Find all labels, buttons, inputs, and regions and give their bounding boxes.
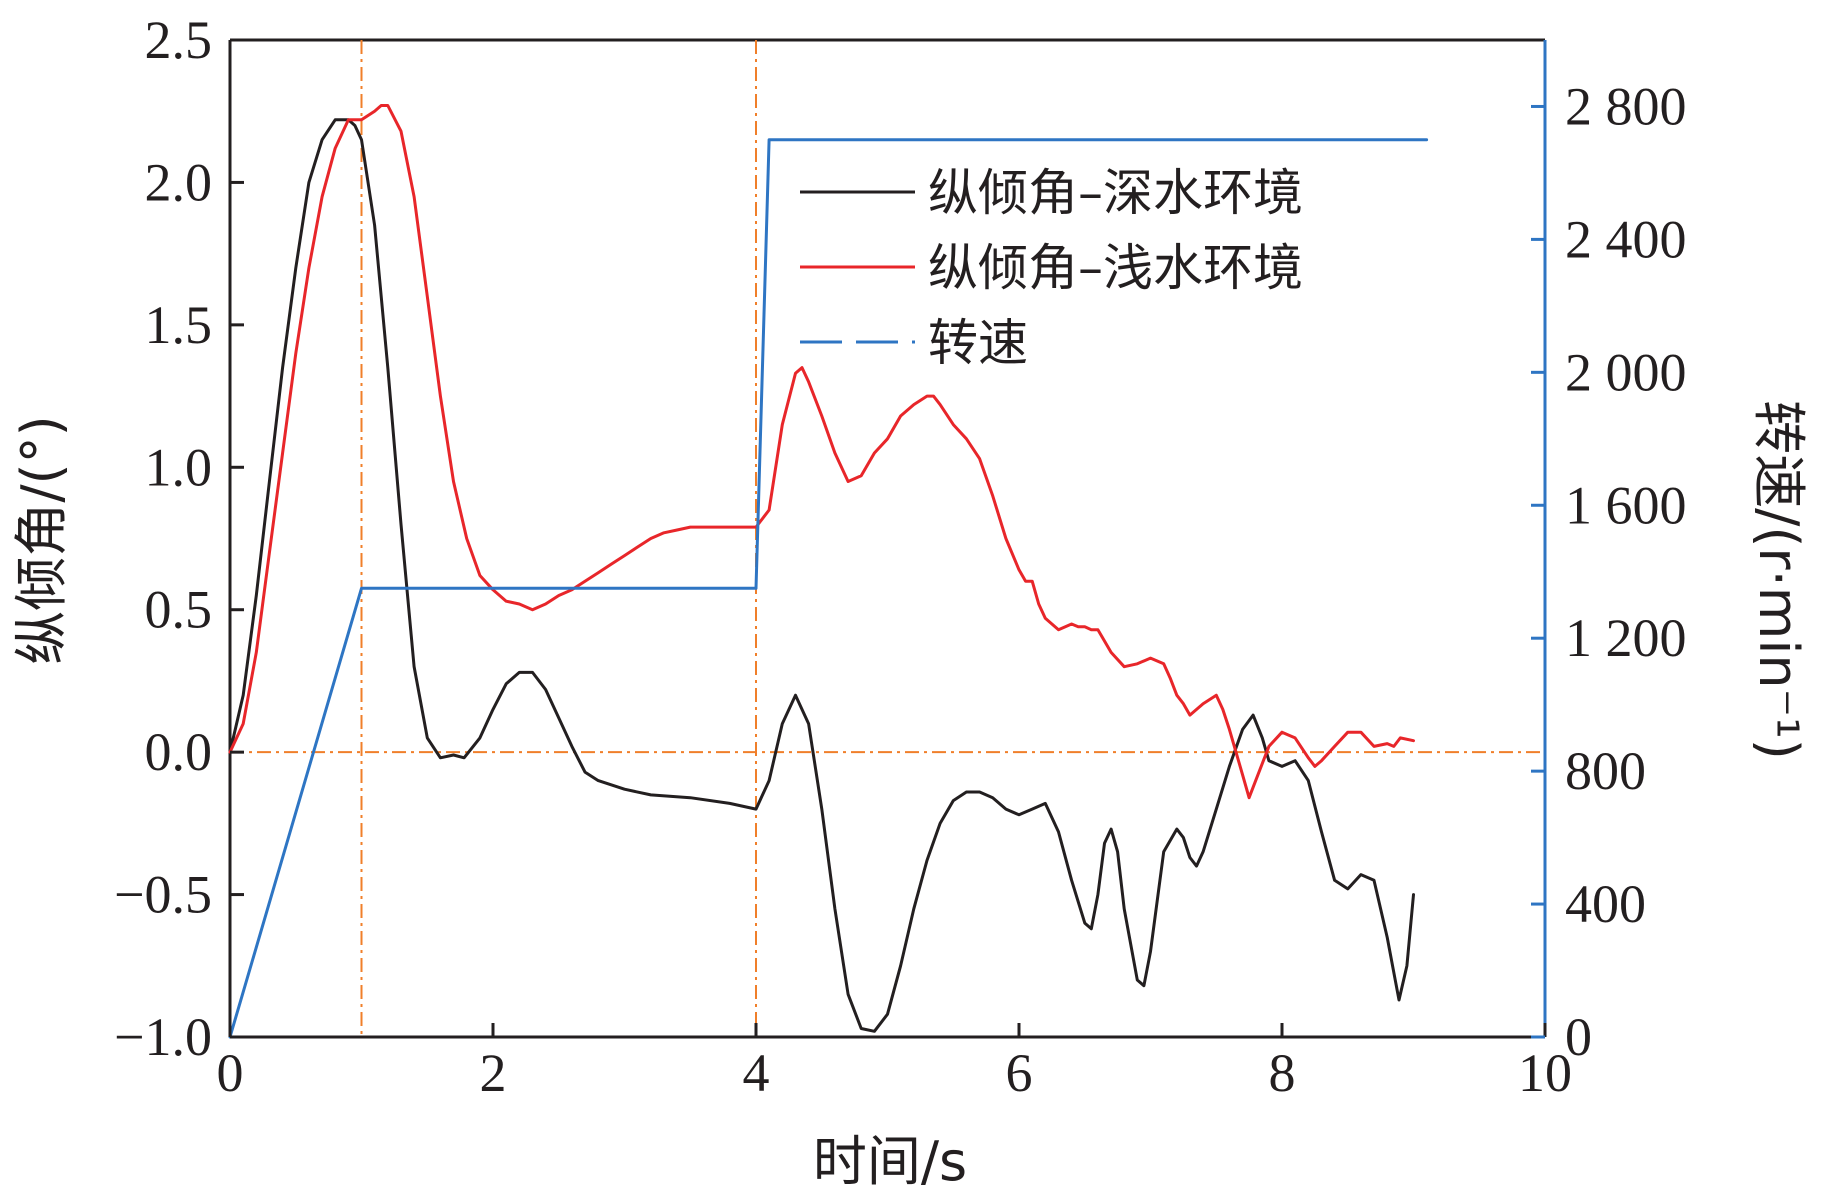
y2-tick-label: 2 800: [1565, 76, 1687, 136]
axes: 0 2 4 6 8 10 −1.0 −0.5 0.0 0.5 1.0 1.5 2.0 2.5 0 400 800…: [114, 10, 1686, 1103]
x-axis-title: 时间/s: [813, 1130, 967, 1193]
plot-frame: [228, 38, 1547, 1039]
y-tick-label: 2.0: [145, 152, 213, 212]
y2-tick-label: 1 600: [1565, 475, 1687, 535]
y-tick-label: 0.0: [145, 722, 213, 782]
y2-tick-label: 800: [1565, 741, 1646, 801]
x-tick-label: 2: [480, 1043, 507, 1103]
legend-label-0: 纵倾角–深水环境: [928, 164, 1303, 222]
x-tick-label: 0: [217, 1043, 244, 1103]
y-tick-label: −0.5: [114, 865, 212, 925]
y2-tick-label: 2 400: [1565, 209, 1687, 269]
series-line-0: [228, 118, 1415, 1033]
legend-label-2: 转速: [928, 314, 1028, 372]
series-line-1: [228, 104, 1415, 800]
y-tick-label: 2.5: [145, 10, 213, 70]
y2-axis-title: 转速/(r·min⁻¹): [1747, 400, 1810, 760]
y2-tick-label: 400: [1565, 874, 1646, 934]
y-tick-label: 1.0: [145, 437, 213, 497]
series-lines: [228, 104, 1429, 1039]
y2-tick-label: 2 000: [1565, 342, 1687, 402]
y-axis-title: 纵倾角/(°): [10, 415, 73, 664]
series-line-2: [228, 138, 1429, 1039]
y-tick-label: 0.5: [145, 580, 213, 640]
legend-label-1: 纵倾角–浅水环境: [928, 239, 1303, 297]
x-tick-label: 10: [1518, 1043, 1572, 1103]
y-tick-label: 1.5: [145, 295, 213, 355]
y2-tick-label: 0: [1565, 1007, 1592, 1067]
y-tick-label: −1.0: [114, 1007, 212, 1067]
x-tick-label: 8: [1269, 1043, 1296, 1103]
x-tick-label: 4: [743, 1043, 770, 1103]
y2-tick-label: 1 200: [1565, 608, 1687, 668]
x-tick-label: 6: [1006, 1043, 1033, 1103]
